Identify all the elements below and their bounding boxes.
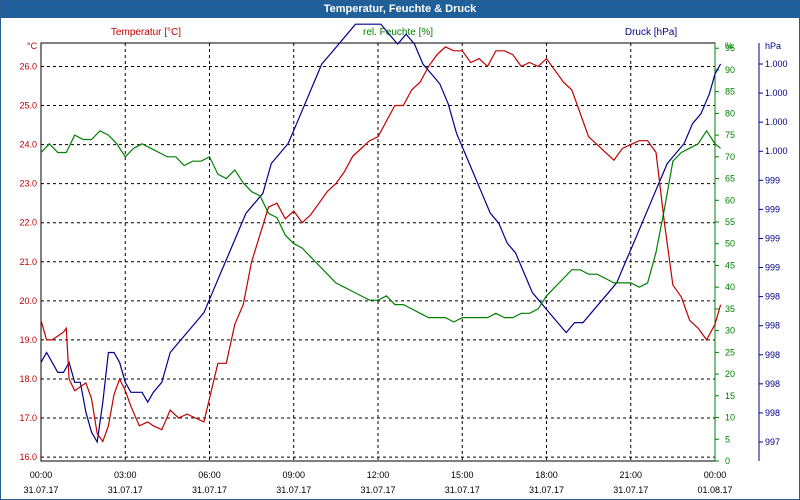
y-tick-temperature: 21.0 <box>19 257 37 267</box>
y-tick-humidity: 90 <box>725 65 735 75</box>
y-tick-pressure: 999 <box>765 204 780 214</box>
y-tick-temperature: 19.0 <box>19 335 37 345</box>
series-label-pressure: Druck [hPa] <box>625 27 677 38</box>
y-tick-humidity: 15 <box>725 391 735 401</box>
y-tick-humidity: 30 <box>725 326 735 336</box>
y-tick-pressure: 998 <box>765 408 780 418</box>
y-tick-temperature: 22.0 <box>19 218 37 228</box>
y-tick-pressure: 1.000 <box>765 146 788 156</box>
y-tick-humidity: 95 <box>725 43 735 53</box>
y-unit-pressure: hPa <box>765 41 781 51</box>
series-line-humidity <box>40 129 721 323</box>
y-tick-humidity: 25 <box>725 347 735 357</box>
x-tick-time: 21:00 <box>619 470 642 480</box>
x-tick-date: 31.07.17 <box>108 485 143 495</box>
x-tick-time: 09:00 <box>282 470 305 480</box>
y-tick-humidity: 0 <box>725 456 730 466</box>
x-tick-date: 31.07.17 <box>529 485 564 495</box>
y-tick-temperature: 20.0 <box>19 296 37 306</box>
y-tick-temperature: 25.0 <box>19 101 37 111</box>
x-tick-date: 31.07.17 <box>192 485 227 495</box>
series-line-pressure <box>40 23 722 444</box>
y-tick-humidity: 40 <box>725 282 735 292</box>
y-tick-pressure: 999 <box>765 233 780 243</box>
y-tick-humidity: 70 <box>725 152 735 162</box>
x-tick-time: 03:00 <box>114 470 137 480</box>
y-tick-humidity: 50 <box>725 239 735 249</box>
y-tick-humidity: 20 <box>725 369 735 379</box>
x-tick-time: 00:00 <box>30 470 53 480</box>
y-tick-humidity: 55 <box>725 217 735 227</box>
y-tick-temperature: 23.0 <box>19 179 37 189</box>
y-tick-temperature: 16.0 <box>19 452 37 462</box>
x-tick-date: 31.07.17 <box>276 485 311 495</box>
y-unit-temperature: °C <box>27 41 38 51</box>
series-label-temperature: Temperatur [°C] <box>111 27 181 38</box>
window-title: Temperatur, Feuchte & Druck <box>1 1 799 18</box>
y-tick-humidity: 35 <box>725 304 735 314</box>
x-tick-time: 00:00 <box>704 470 727 480</box>
y-tick-temperature: 18.0 <box>19 374 37 384</box>
y-tick-temperature: 24.0 <box>19 140 37 150</box>
y-unit-humidity: % <box>725 41 733 51</box>
x-tick-time: 15:00 <box>451 470 474 480</box>
y-tick-humidity: 65 <box>725 174 735 184</box>
y-tick-pressure: 998 <box>765 379 780 389</box>
y-tick-humidity: 75 <box>725 130 735 140</box>
x-tick-date: 31.07.17 <box>23 485 58 495</box>
x-tick-time: 12:00 <box>367 470 390 480</box>
y-tick-temperature: 17.0 <box>19 413 37 423</box>
y-tick-pressure: 999 <box>765 175 780 185</box>
y-tick-humidity: 60 <box>725 195 735 205</box>
y-tick-humidity: 10 <box>725 413 735 423</box>
x-tick-date: 01.08.17 <box>697 485 732 495</box>
y-tick-pressure: 998 <box>765 321 780 331</box>
series-line-temperature <box>40 46 722 443</box>
y-tick-pressure: 997 <box>765 437 780 447</box>
y-tick-humidity: 45 <box>725 260 735 270</box>
y-tick-humidity: 5 <box>725 434 730 444</box>
x-tick-date: 31.07.17 <box>613 485 648 495</box>
y-tick-humidity: 85 <box>725 87 735 97</box>
y-tick-pressure: 999 <box>765 263 780 273</box>
x-tick-time: 06:00 <box>198 470 221 480</box>
y-tick-pressure: 1.000 <box>765 59 788 69</box>
y-tick-pressure: 998 <box>765 292 780 302</box>
y-tick-temperature: 26.0 <box>19 61 37 71</box>
x-tick-date: 31.07.17 <box>360 485 395 495</box>
x-tick-time: 18:00 <box>535 470 558 480</box>
y-tick-pressure: 1.000 <box>765 117 788 127</box>
y-tick-pressure: 1.000 <box>765 88 788 98</box>
x-tick-date: 31.07.17 <box>445 485 480 495</box>
series-label-humidity: rel. Feuchte [%] <box>363 27 433 38</box>
y-tick-pressure: 998 <box>765 350 780 360</box>
y-tick-humidity: 80 <box>725 108 735 118</box>
